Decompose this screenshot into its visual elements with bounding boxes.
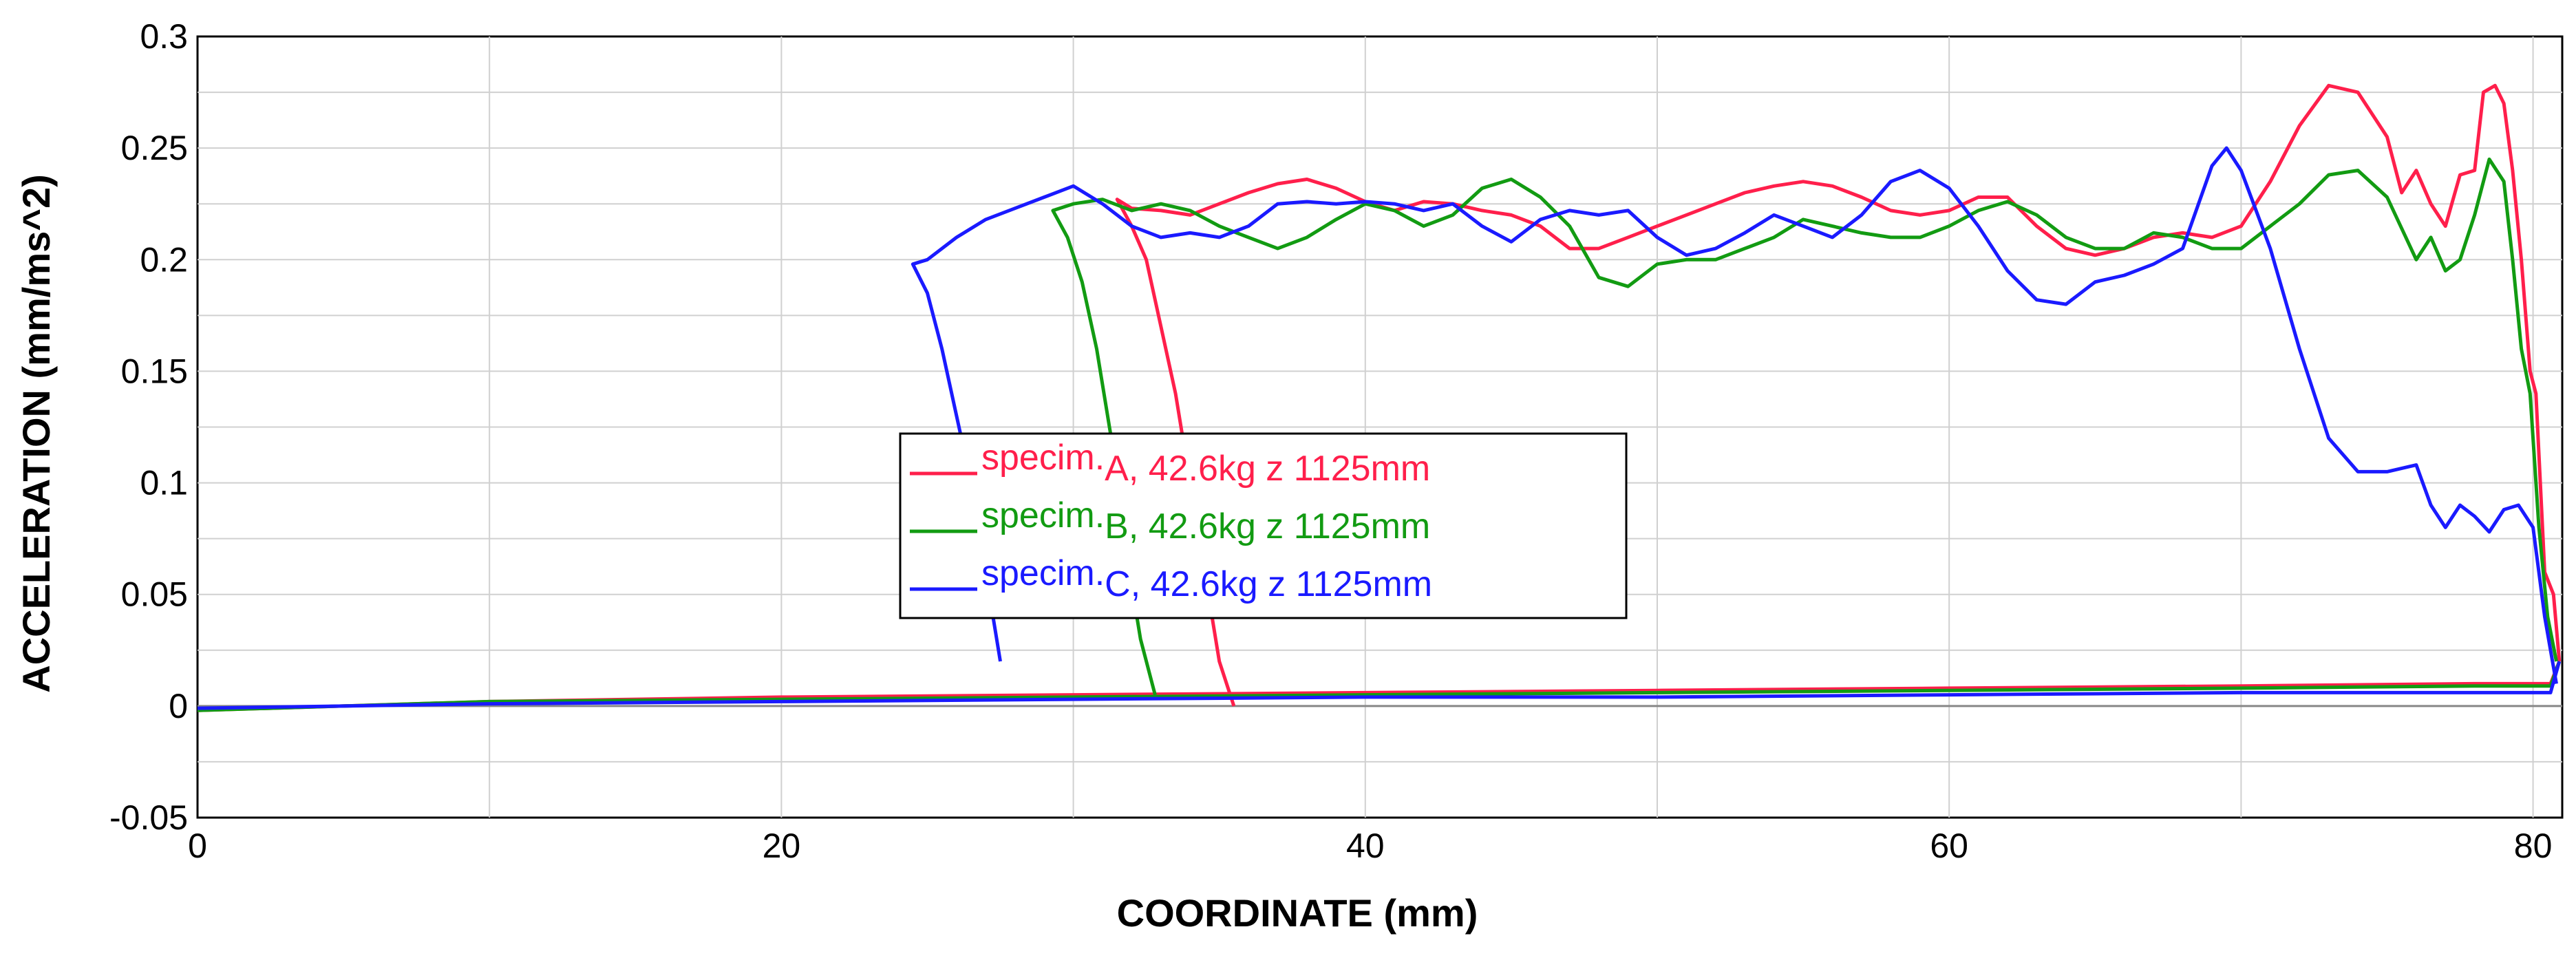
- y-tick-label: 0: [169, 687, 188, 725]
- series-segment: [197, 661, 2562, 712]
- y-tick-label: 0.2: [140, 240, 188, 279]
- legend: specim.A, 42.6kg z 1125mm specim.B, 42.6k…: [899, 432, 1628, 619]
- legend-label: specim.C, 42.6kg z 1125mm: [981, 553, 1432, 604]
- x-tick-label: 80: [2514, 827, 2553, 865]
- legend-box: [899, 432, 1628, 619]
- series-segment: [1051, 157, 2558, 696]
- y-tick-label: 0.1: [140, 464, 188, 502]
- series-line: [197, 157, 2562, 712]
- series-line: [197, 146, 2562, 710]
- series-segment: [911, 146, 2558, 684]
- x-tick-label: 20: [763, 827, 801, 865]
- legend-label: specim.B, 42.6kg z 1125mm: [981, 496, 1430, 546]
- y-tick-label: 0.15: [121, 352, 188, 390]
- x-axis-title: COORDINATE (mm): [1117, 891, 1478, 935]
- y-tick-label: 0.25: [121, 129, 188, 167]
- series-layer: [197, 83, 2562, 712]
- x-tick-label: 60: [1930, 827, 1968, 865]
- y-tick-label: 0.05: [121, 575, 188, 614]
- series-segment: [197, 661, 2562, 710]
- y-axis-title: ACCELERATION (mm/ms^2): [14, 174, 58, 693]
- x-tick-label: 40: [1346, 827, 1385, 865]
- series-segment: [1115, 83, 2562, 707]
- y-tick-label: 0.3: [140, 17, 188, 56]
- legend-label: specim.A, 42.6kg z 1125mm: [981, 438, 1430, 489]
- x-tick-label: 0: [188, 827, 207, 865]
- y-tick-label: -0.05: [109, 798, 188, 837]
